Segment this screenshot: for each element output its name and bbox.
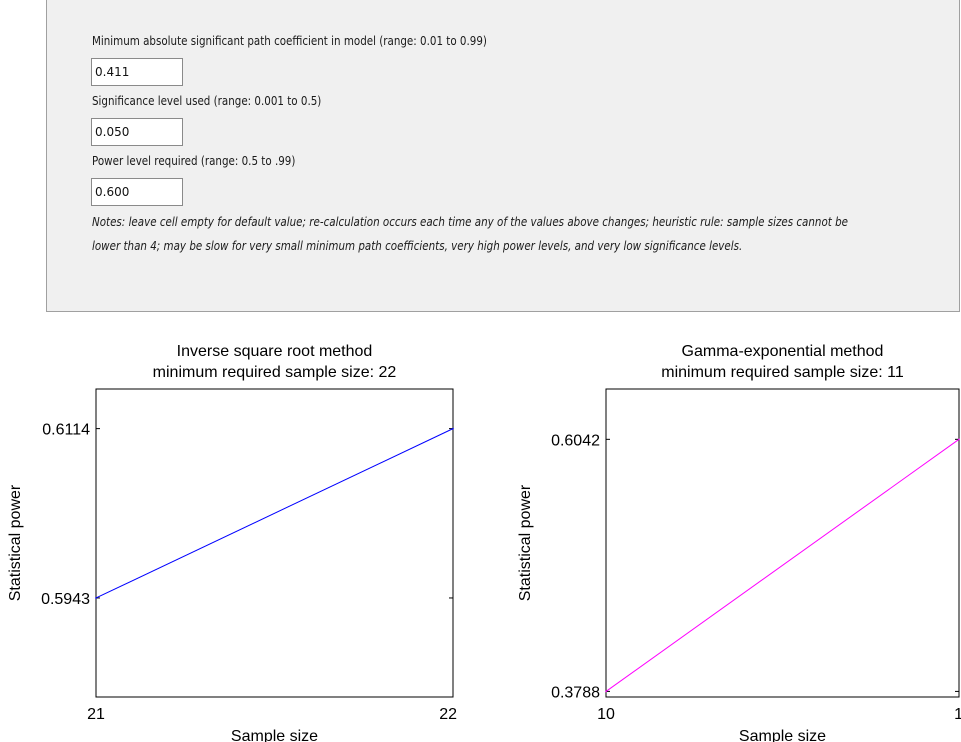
plot-frame [605, 388, 960, 698]
y-axis-label: Statistical power [7, 484, 24, 601]
x-tick-label: 10 [597, 706, 615, 723]
y-tick-label: 0.6042 [551, 432, 600, 449]
chart-title: Gamma-exponential method [682, 343, 884, 360]
chart-subtitle: minimum required sample size: 11 [661, 364, 904, 381]
y-tick-label: 0.5943 [41, 591, 90, 608]
significance-level-input[interactable] [91, 118, 183, 146]
x-axis-label: Sample size [231, 728, 318, 742]
settings-panel: Minimum absolute significant path coeffi… [46, 0, 960, 312]
data-point [95, 597, 97, 599]
data-point [958, 438, 960, 441]
notes-line-1: Notes: leave cell empty for default valu… [92, 215, 848, 229]
x-tick-label: 22 [439, 706, 457, 723]
data-point [605, 690, 607, 693]
x-tick-label: 1 [954, 706, 961, 723]
x-axis-label: Sample size [739, 728, 826, 742]
x-tick-label: 21 [87, 706, 105, 723]
notes-line-2: lower than 4; may be slow for very small… [92, 239, 743, 253]
chart-subtitle: minimum required sample size: 22 [153, 364, 397, 381]
notes-text: Notes: leave cell empty for default valu… [92, 210, 900, 258]
significance-level-label: Significance level used (range: 0.001 to… [92, 94, 322, 108]
power-level-input[interactable] [91, 178, 183, 206]
data-point [452, 427, 454, 430]
y-tick-label: 0.6114 [42, 422, 90, 439]
chart-title: Inverse square root method [177, 343, 373, 360]
y-axis-label: Statistical power [517, 484, 534, 601]
power-level-label: Power level required (range: 0.5 to .99) [92, 154, 296, 168]
series-line [95, 428, 454, 599]
plot-frame [95, 388, 454, 698]
min-path-coefficient-input[interactable] [91, 58, 183, 86]
chart-1: Inverse square root method minimum requir… [7, 343, 457, 742]
min-path-coefficient-label: Minimum absolute significant path coeffi… [92, 34, 487, 48]
chart-2: Gamma-exponential method minimum required… [517, 343, 961, 742]
series-line [605, 438, 960, 692]
y-tick-label: 0.3788 [551, 684, 600, 701]
